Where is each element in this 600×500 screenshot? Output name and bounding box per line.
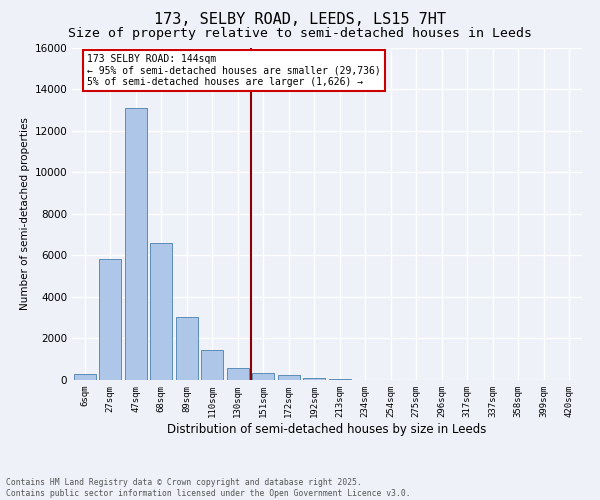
Bar: [125, 108, 146, 380]
Bar: [278, 375, 299, 380]
Text: Size of property relative to semi-detached houses in Leeds: Size of property relative to semi-detach…: [68, 28, 532, 40]
Bar: [176, 316, 197, 380]
Text: 173, SELBY ROAD, LEEDS, LS15 7HT: 173, SELBY ROAD, LEEDS, LS15 7HT: [154, 12, 446, 28]
Bar: [304, 378, 325, 380]
Bar: [100, 260, 121, 380]
Bar: [74, 374, 95, 380]
Bar: [227, 368, 248, 380]
Text: Contains HM Land Registry data © Crown copyright and database right 2025.
Contai: Contains HM Land Registry data © Crown c…: [6, 478, 410, 498]
Text: 173 SELBY ROAD: 144sqm
← 95% of semi-detached houses are smaller (29,736)
5% of : 173 SELBY ROAD: 144sqm ← 95% of semi-det…: [88, 54, 381, 88]
Bar: [151, 243, 172, 380]
X-axis label: Distribution of semi-detached houses by size in Leeds: Distribution of semi-detached houses by …: [167, 422, 487, 436]
Bar: [202, 350, 223, 380]
Bar: [253, 372, 274, 380]
Bar: [329, 379, 350, 380]
Y-axis label: Number of semi-detached properties: Number of semi-detached properties: [20, 118, 30, 310]
